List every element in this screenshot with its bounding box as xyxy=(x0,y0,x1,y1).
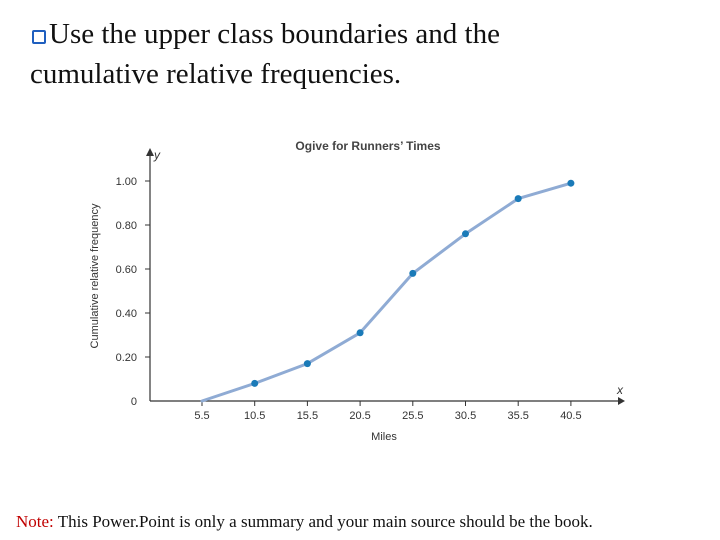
slide-heading: Use the upper class boundaries and the c… xyxy=(30,14,690,94)
y-tick-label: 0 xyxy=(131,396,137,408)
heading-line-2: cumulative relative frequencies. xyxy=(30,58,402,90)
heading-line-1-text: Use the upper class boundaries and the xyxy=(49,18,500,50)
x-axis-letter: x xyxy=(616,383,624,397)
y-tick-label: 1.00 xyxy=(116,176,137,188)
data-point xyxy=(303,360,311,368)
x-tick-label: 40.5 xyxy=(560,410,581,422)
data-point xyxy=(514,195,522,203)
x-tick-label: 25.5 xyxy=(402,410,423,422)
x-axis-label: Miles xyxy=(371,431,397,443)
data-point xyxy=(409,269,417,277)
y-tick-label: 0.80 xyxy=(116,220,137,232)
chart-title: Ogive for Runners’ Times xyxy=(295,139,440,153)
y-axis-label: Cumulative relative frequency xyxy=(89,203,101,348)
y-axis-arrow-icon xyxy=(146,148,154,156)
data-point xyxy=(567,179,575,187)
y-tick-label: 0.40 xyxy=(116,308,137,320)
y-tick-label: 0.60 xyxy=(116,264,137,276)
x-tick-label: 5.5 xyxy=(194,410,209,422)
data-point xyxy=(462,230,469,238)
note-text: This Power.Point is only a summary and y… xyxy=(53,512,593,531)
checkbox-bullet-icon xyxy=(32,30,46,44)
y-tick-label: 0.20 xyxy=(116,352,137,364)
data-point xyxy=(251,379,259,387)
x-tick-label: 15.5 xyxy=(297,410,318,422)
x-axis-arrow-icon xyxy=(618,397,625,405)
data-point xyxy=(356,329,364,337)
note-label: Note: xyxy=(16,512,54,531)
footer-note: Note: This Power.Point is only a summary… xyxy=(16,512,593,532)
x-tick-label: 20.5 xyxy=(349,410,370,422)
y-axis-letter: y xyxy=(153,148,161,162)
ogive-chart: Ogive for Runners’ Times x y 0 0.20 0.40 0.60 0… xyxy=(89,139,625,443)
x-tick-label: 10.5 xyxy=(244,410,265,422)
heading-line-1: Use the upper class boundaries and the xyxy=(30,14,690,54)
x-tick-label: 30.5 xyxy=(455,410,476,422)
x-tick-label: 35.5 xyxy=(507,410,528,422)
ogive-line xyxy=(200,181,573,403)
